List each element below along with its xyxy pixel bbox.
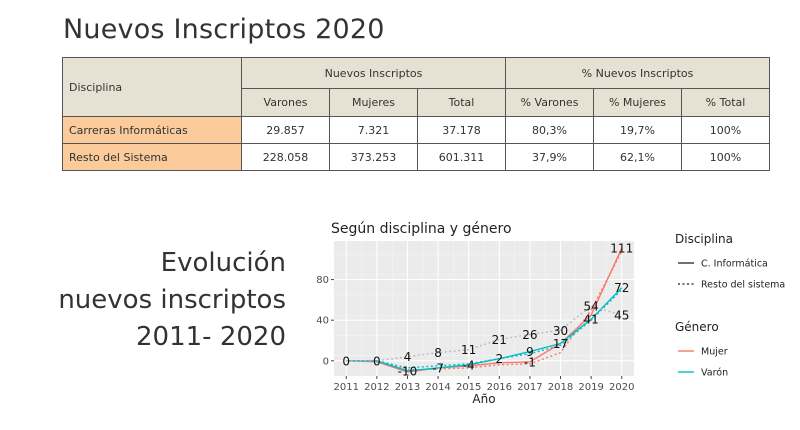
table-cell: 19,7% — [593, 116, 682, 144]
legend-title: Disciplina — [675, 232, 733, 246]
y-tick-label: 80 — [316, 275, 329, 286]
data-label: 111 — [610, 242, 633, 256]
header-group-nuevos: Nuevos Inscriptos — [241, 57, 506, 89]
data-label: 45 — [614, 309, 629, 323]
caption-line: nuevos inscriptos — [58, 285, 286, 315]
data-label: 4 — [404, 350, 412, 364]
data-label: 54 — [584, 299, 599, 313]
x-tick-label: 2012 — [364, 382, 389, 393]
table-cell: 37,9% — [505, 143, 594, 171]
data-label: 8 — [434, 346, 442, 360]
row-name: Carreras Informáticas — [62, 116, 242, 144]
table-cell: 29.857 — [241, 116, 330, 144]
table-cell: 80,3% — [505, 116, 594, 144]
subheader-pct-mujeres: % Mujeres — [593, 88, 682, 117]
header-group-porcentaje: % Nuevos Inscriptos — [505, 57, 770, 89]
chart-title: Según disciplina y género — [331, 221, 512, 237]
table-cell: 37.178 — [417, 116, 506, 144]
caption-line: Evolución — [160, 248, 286, 278]
data-label: 0 — [342, 354, 350, 368]
caption-line: 2011- 2020 — [136, 322, 286, 352]
legend-label: Mujer — [701, 347, 728, 358]
subheader-total: Total — [417, 88, 506, 117]
subheader-varones: Varones — [241, 88, 330, 117]
legend-label: Resto del sistema — [701, 280, 785, 291]
legend-label: Varón — [701, 368, 728, 379]
y-tick-label: 0 — [323, 356, 329, 367]
data-label: 9 — [526, 345, 534, 359]
data-label: 30 — [553, 324, 568, 338]
x-tick-label: 2011 — [334, 382, 359, 393]
x-tick-label: 2020 — [609, 382, 634, 393]
data-label: 21 — [492, 333, 507, 347]
data-label: -7 — [432, 361, 444, 375]
x-tick-label: 2015 — [456, 382, 481, 393]
x-tick-label: 2017 — [517, 382, 542, 393]
x-axis-label: Año — [472, 392, 495, 406]
y-tick-label: 40 — [316, 316, 329, 327]
x-tick-label: 2019 — [578, 382, 603, 393]
data-label: 26 — [522, 328, 537, 342]
evolution-caption: Evolución nuevos inscriptos 2011- 2020 — [40, 245, 286, 356]
legend-label: C. Informática — [701, 259, 768, 270]
table-row: Carreras Informáticas 29.857 7.321 37.17… — [62, 116, 770, 144]
table-cell: 373.253 — [329, 143, 418, 171]
data-label: 41 — [584, 313, 599, 327]
table-cell: 62,1% — [593, 143, 682, 171]
header-disciplina: Disciplina — [62, 57, 242, 117]
table-row: Resto del Sistema 228.058 373.253 601.31… — [62, 143, 770, 171]
data-label: 72 — [614, 281, 629, 295]
x-tick-label: 2013 — [395, 382, 420, 393]
subheader-pct-varones: % Varones — [505, 88, 594, 117]
series-line — [346, 289, 623, 369]
table-cell: 7.321 — [329, 116, 418, 144]
data-label: 2 — [495, 352, 503, 366]
data-label: -10 — [398, 364, 418, 378]
data-label: -1 — [524, 355, 536, 369]
data-label: 0 — [373, 354, 381, 368]
x-tick-label: 2014 — [425, 382, 450, 393]
data-label: -4 — [463, 358, 475, 372]
data-label: 11 — [461, 343, 476, 357]
chart-panel: Según disciplina y género 0 40 80 2011 2012 20… — [309, 211, 793, 408]
table-cell: 100% — [681, 116, 770, 144]
table-cell: 228.058 — [241, 143, 330, 171]
subheader-mujeres: Mujeres — [329, 88, 418, 117]
row-name: Resto del Sistema — [62, 143, 242, 171]
subheader-pct-total: % Total — [681, 88, 770, 117]
table-cell: 601.311 — [417, 143, 506, 171]
data-label: 17 — [553, 337, 568, 351]
x-tick-label: 2016 — [487, 382, 512, 393]
series-line — [346, 287, 623, 372]
table-cell: 100% — [681, 143, 770, 171]
series-line — [346, 305, 622, 362]
inscriptos-table: Disciplina Nuevos Inscriptos % Nuevos In… — [62, 57, 770, 171]
series-line — [346, 247, 623, 373]
page-title: Nuevos Inscriptos 2020 — [63, 14, 385, 45]
x-tick-label: 2018 — [548, 382, 573, 393]
legend-title: Género — [675, 320, 719, 334]
